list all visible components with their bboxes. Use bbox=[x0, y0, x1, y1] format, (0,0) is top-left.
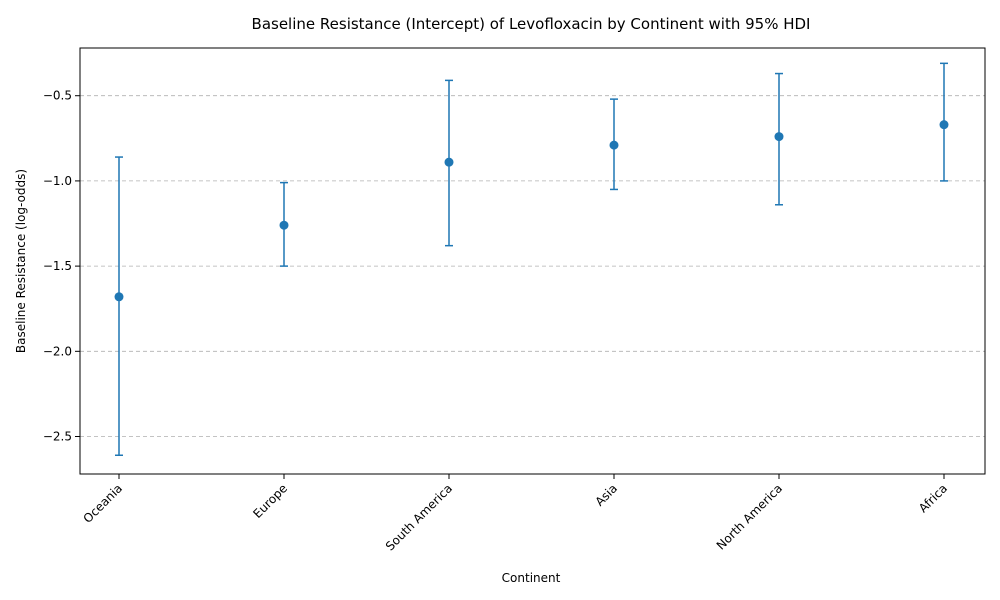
y-tick-label: −2.0 bbox=[43, 344, 72, 358]
y-tick-label: −1.5 bbox=[43, 259, 72, 273]
x-tick-label: Oceania bbox=[81, 481, 126, 526]
x-tick-label: Europe bbox=[250, 481, 290, 521]
chart-title: Baseline Resistance (Intercept) of Levof… bbox=[252, 15, 811, 33]
data-point bbox=[939, 120, 949, 130]
x-tick-label: North America bbox=[714, 481, 785, 552]
data-point bbox=[279, 220, 289, 230]
data-point bbox=[774, 132, 784, 142]
x-tick-label: Africa bbox=[916, 481, 950, 515]
y-tick-label: −1.0 bbox=[43, 174, 72, 188]
grid-layer bbox=[80, 95, 985, 437]
plot-frame bbox=[79, 47, 986, 475]
x-tick-label: Asia bbox=[592, 481, 620, 509]
x-axis-label: Continent bbox=[502, 571, 561, 585]
data-point bbox=[114, 292, 124, 302]
y-tick-label: −2.5 bbox=[43, 430, 72, 444]
y-axis-ticks: −2.5 −2.0 −1.5 −1.0 −0.5 bbox=[43, 89, 80, 444]
data-series bbox=[114, 62, 949, 457]
y-tick-label: −0.5 bbox=[43, 89, 72, 103]
data-point bbox=[609, 140, 619, 150]
data-point bbox=[444, 157, 454, 167]
x-axis-ticks: Oceania Europe South America Asia North Amer… bbox=[81, 474, 950, 553]
y-axis-label: Baseline Resistance (log-odds) bbox=[14, 169, 28, 353]
x-tick-label: South America bbox=[383, 481, 455, 553]
